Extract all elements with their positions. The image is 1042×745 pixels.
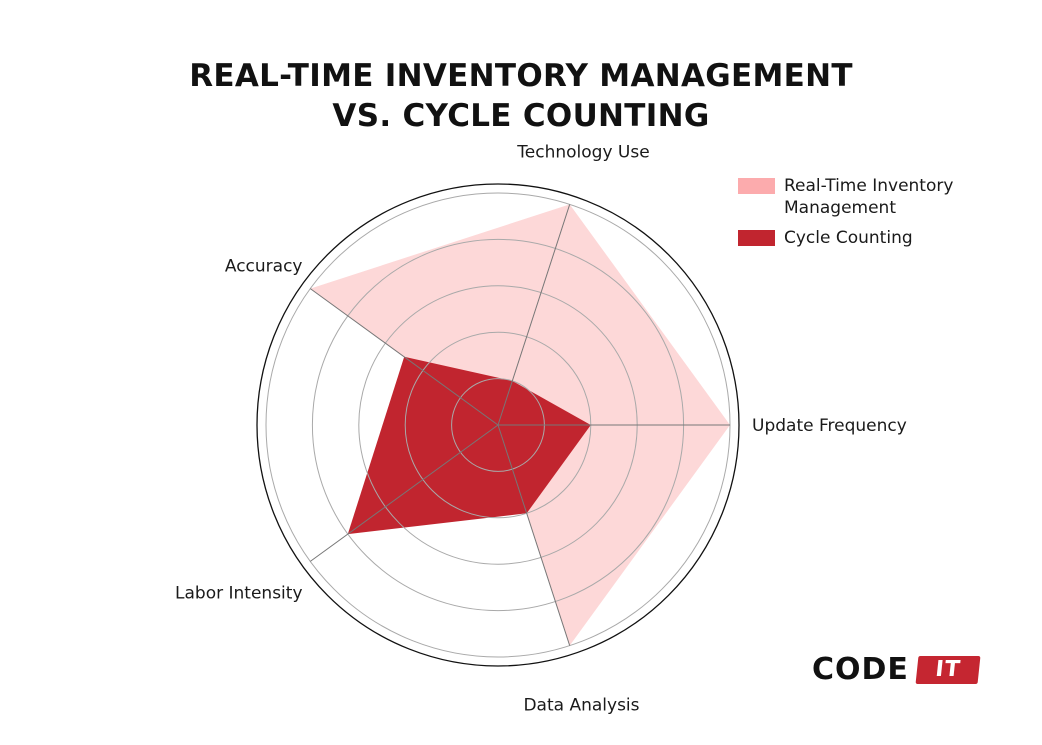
axis-spoke-4 xyxy=(497,424,571,646)
axis-label-accuracy: Accuracy xyxy=(225,257,303,277)
axis-label-technology-use: Technology Use xyxy=(516,142,649,162)
axis-label-data-analysis: Data Analysis xyxy=(523,696,639,716)
legend-swatch-real-time xyxy=(738,178,775,194)
outer-frame-circle xyxy=(256,183,740,667)
axis-label-labor-intensity: Labor Intensity xyxy=(175,583,302,603)
chart-title-line-2: VS. CYCLE COUNTING xyxy=(332,98,710,134)
brand-logo: CODE IT xyxy=(812,652,981,687)
logo-badge: IT xyxy=(915,656,981,684)
legend-swatch-cycle-counting xyxy=(738,230,775,246)
axis-label-update-frequency: Update Frequency xyxy=(752,416,907,436)
axis-spoke-2 xyxy=(310,288,499,426)
logo-word: CODE xyxy=(812,652,909,687)
legend-label-cycle-counting: Cycle Counting xyxy=(784,228,913,248)
legend-item-cycle-counting: Cycle Counting xyxy=(738,227,1008,249)
chart-legend: Real-Time Inventory Management Cycle Cou… xyxy=(738,175,1008,257)
legend-label-real-time: Real-Time Inventory Management xyxy=(784,176,954,218)
axis-spoke-3 xyxy=(310,424,499,562)
chart-title-line-1: REAL-TIME INVENTORY MANAGEMENT xyxy=(189,58,853,94)
axis-spoke-1 xyxy=(497,204,571,426)
chart-title: REAL-TIME INVENTORY MANAGEMENT VS. CYCLE… xyxy=(0,56,1042,136)
legend-item-real-time: Real-Time Inventory Management xyxy=(738,175,1008,219)
